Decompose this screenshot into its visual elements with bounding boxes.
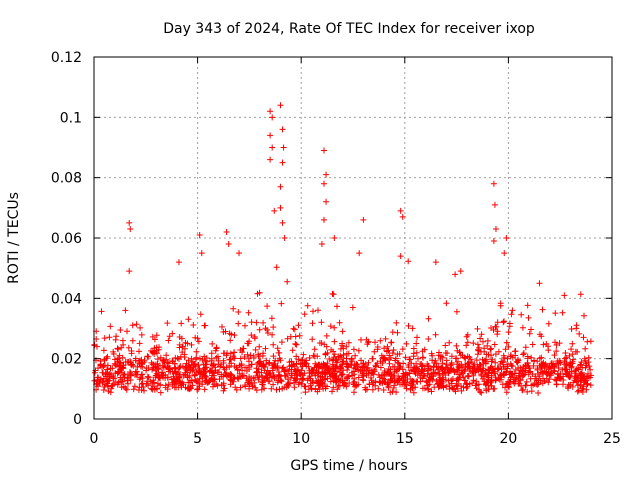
x-tick-label: 25 [603,431,621,447]
roti-point [175,259,182,266]
y-axis-label: ROTI / TECUs [6,192,22,284]
roti-point [397,253,404,260]
x-tick-label: 20 [499,431,517,447]
roti-point [267,156,274,163]
roti-point [280,144,287,151]
x-tick-label: 10 [292,431,310,447]
roti-point [126,268,133,275]
roti-point [320,180,327,187]
roti-point [223,228,230,235]
roti-point [277,204,284,211]
y-tick-label: 0 [73,412,82,428]
y-tick-label: 0.02 [51,352,82,368]
roti-point [196,231,203,238]
x-tick-label: 15 [396,431,414,447]
roti-point [318,241,325,248]
chart-title: Day 343 of 2024, Rate Of TEC Index for r… [163,21,535,37]
roti-point [225,241,232,248]
roti-point [490,180,497,187]
roti-point [561,292,568,299]
y-tick-label: 0.04 [51,291,82,307]
roti-point [491,201,498,208]
roti-point [360,216,367,223]
roti-point [277,183,284,190]
roti-point [323,171,330,178]
roti-point [503,235,510,241]
roti-point [269,144,276,151]
x-tick-label: 0 [90,431,99,447]
roti-point [492,225,499,232]
y-tick-labels: 0 0.02 0.04 0.06 0.08 0.1 0.12 [51,50,82,428]
roti-point [126,219,133,226]
data-points [91,102,595,396]
roti-point [399,213,406,220]
y-tick-label: 0.08 [51,171,82,187]
roti-point [267,108,274,115]
roti-point [397,207,404,214]
x-axis-label: GPS time / hours [290,458,407,474]
roti-point [457,268,464,275]
roti-point [269,114,276,121]
roti-point [320,147,327,154]
roti-point [536,280,543,287]
roti-point [323,198,330,205]
roti-point-band [91,258,595,396]
y-tick-label: 0.12 [51,50,82,66]
roti-point [279,219,286,226]
roti-point [356,250,363,257]
x-tick-label: 5 [193,431,202,447]
axis-ticks [93,56,613,420]
roti-point [277,102,284,109]
roti-point [127,225,134,232]
roti-point [432,259,439,266]
roti-point [279,159,286,166]
y-tick-label: 0.1 [60,110,82,126]
roti-point [320,216,327,223]
roti-point [281,235,288,241]
roti-point [271,207,278,214]
roti-point [501,250,508,257]
x-tick-labels: 0 5 10 15 20 25 [90,431,621,447]
roti-point [236,250,243,257]
roti-point [198,250,205,257]
roti-point [490,238,497,245]
roti-point [331,235,338,241]
y-tick-label: 0.06 [51,231,82,247]
roti-point [279,126,286,133]
roti-point [267,132,274,139]
